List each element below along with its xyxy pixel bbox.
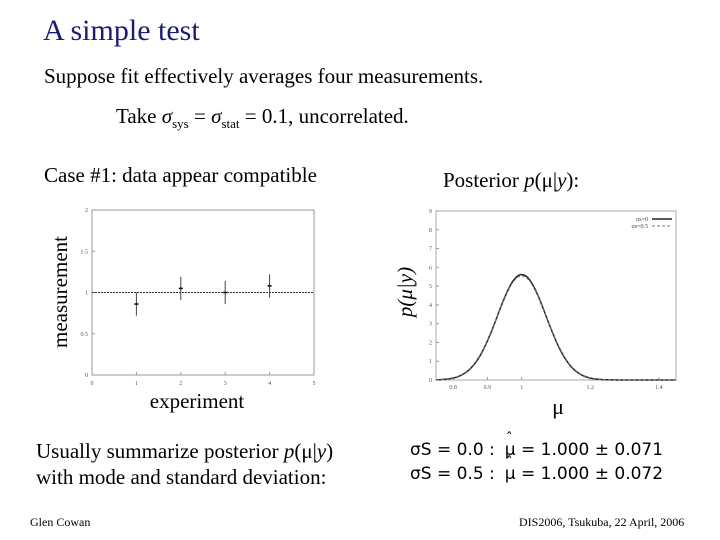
posterior-mu: μ (541, 168, 553, 192)
footer-author: Glen Cowan (30, 515, 91, 529)
y-tick-label: 6 (429, 265, 432, 271)
result-row: σS = 0.0 : μ = 1.000 ± 0.071 (406, 431, 667, 461)
legend-label: σs=0 (636, 217, 648, 223)
page-title: A simple test (43, 14, 200, 47)
y-tick-label: 3 (429, 322, 432, 328)
posterior-open: ( (534, 168, 542, 192)
posterior-title: Posterior p(μ|y): (443, 168, 579, 193)
take-eq1: = (188, 104, 212, 128)
posterior-bar: | (552, 168, 558, 192)
summary-mu-expr: (μ| (294, 439, 317, 463)
stat-subscript: stat (221, 116, 240, 132)
result-sigma-label: σS = 0.5 : (410, 464, 495, 484)
result-value: μ = 1.000 ± 0.071 (501, 431, 667, 461)
result-row: σS = 0.5 : μ = 1.000 ± 0.072 (406, 455, 667, 485)
case-label: Case #1: data appear compatible (44, 163, 317, 187)
x-tick-label: 1.2 (587, 385, 595, 391)
measurement-chart: 0 1 2 3 4 5 0 0.5 1 1.5 2 experiment measurement (48, 208, 316, 413)
posterior-close: ): (566, 168, 580, 192)
result-sigma-label: σS = 0.0 : (410, 440, 495, 460)
sigma-symbol: σ (161, 104, 173, 128)
y-tick-label: 1.5 (81, 249, 89, 255)
y-axis-label: p(μ|y) (393, 267, 417, 319)
posterior-curve (436, 275, 676, 381)
x-tick-label: 1.4 (655, 385, 663, 391)
y-tick-label: 4 (429, 303, 432, 309)
x-tick-label: 1 (135, 381, 138, 387)
footer-conference: DIS2006, Tsukuba, 22 April, 2006 (519, 515, 685, 529)
summary-text: Usually summarize posterior p(μ|y) with m… (36, 438, 333, 490)
y-tick-label: 0 (85, 373, 88, 379)
x-tick-label: 5 (313, 381, 316, 387)
y-tick-label: 9 (429, 209, 432, 215)
y-tick-label: 8 (429, 228, 432, 234)
results-table: σS = 0.0 : μ = 1.000 ± 0.071 σS = 0.5 : … (404, 431, 669, 487)
summary-y: y (316, 439, 327, 463)
x-tick-label: 0.8 (449, 385, 457, 391)
result-number: = 1.000 ± 0.072 (521, 464, 664, 484)
y-tick-label: 2 (85, 208, 88, 214)
summary-line2: with mode and standard deviation: (36, 465, 327, 489)
summary-p: p (283, 439, 295, 463)
mu-hat: μ (505, 455, 516, 484)
y-tick-label: 1 (85, 291, 88, 297)
intro-text: Suppose fit effectively averages four me… (44, 64, 484, 88)
posterior-chart: 0.8 0.9 1 1.2 1.4 0 1 2 3 4 5 6 7 8 9 σs=0σs=0.5 μ p(μ|y) (393, 209, 677, 419)
plot-frame (435, 210, 677, 381)
posterior-y: y (557, 168, 567, 192)
result-value: μ = 1.000 ± 0.072 (501, 455, 667, 485)
x-axis-label: experiment (150, 389, 245, 413)
y-tick-label: 0 (429, 378, 432, 384)
sys-subscript: sys (172, 116, 189, 132)
x-tick-label: 1 (520, 385, 523, 391)
x-tick-label: 4 (268, 381, 271, 387)
sigma-symbol-2: σ (211, 104, 222, 128)
y-tick-label: 1 (429, 359, 432, 365)
x-tick-label: 3 (224, 381, 227, 387)
x-tick-label: 0 (91, 381, 94, 387)
x-tick-label: 2 (179, 381, 182, 387)
x-tick-label: 0.9 (484, 385, 492, 391)
y-axis-label: measurement (48, 236, 72, 348)
mu-hat: μ (505, 431, 516, 460)
take-text: Take σsys = σstat = 0.1, uncorrelated. (116, 104, 409, 132)
summary-close: ) (326, 439, 334, 463)
y-tick-label: 0.5 (81, 332, 89, 338)
posterior-curve (435, 273, 676, 381)
y-tick-label: 2 (429, 340, 432, 346)
take-eq2: = 0.1, uncorrelated. (239, 104, 409, 128)
take-prefix: Take (116, 104, 162, 128)
summary-line1-prefix: Usually summarize posterior (36, 439, 284, 463)
y-tick-label: 7 (429, 247, 432, 253)
result-number: = 1.000 ± 0.071 (521, 440, 664, 460)
legend-label: σs=0.5 (632, 224, 648, 230)
posterior-p: p (524, 168, 535, 192)
x-axis-label: μ (552, 394, 564, 419)
posterior-prefix: Posterior (443, 168, 525, 192)
y-tick-label: 5 (429, 284, 432, 290)
